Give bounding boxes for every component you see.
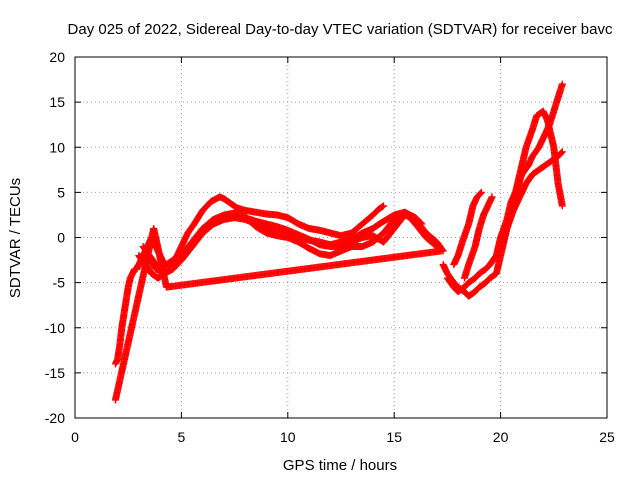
y-axis-label: SDTVAR / TECUs bbox=[7, 178, 24, 298]
data-point bbox=[488, 193, 496, 201]
plot-frame bbox=[74, 56, 608, 419]
series-track-f bbox=[443, 80, 566, 296]
data-point bbox=[432, 242, 440, 250]
y-tick-label: 10 bbox=[49, 139, 65, 155]
data-marks bbox=[111, 80, 566, 404]
y-tick-label: -20 bbox=[45, 410, 65, 426]
data-point bbox=[378, 203, 386, 211]
x-tick-label: 5 bbox=[178, 429, 186, 445]
axes: 0 5 10 15 20 25 -20 -15 -10 -5 0 5 10 15 20 bbox=[45, 49, 615, 445]
y-tick-label: 5 bbox=[57, 184, 65, 200]
data-point bbox=[557, 149, 565, 157]
y-tick-label: -15 bbox=[45, 365, 65, 381]
x-tick-label: 15 bbox=[386, 429, 402, 445]
series-track-g bbox=[450, 188, 485, 269]
data-point bbox=[437, 247, 445, 255]
data-point bbox=[418, 220, 426, 228]
y-tick-label: -10 bbox=[45, 320, 65, 336]
x-tick-label: 0 bbox=[71, 429, 79, 445]
data-point bbox=[558, 202, 566, 210]
y-tick-label: 15 bbox=[49, 94, 65, 110]
x-axis-label: GPS time / hours bbox=[283, 457, 397, 474]
series-track-i bbox=[497, 148, 566, 251]
data-point bbox=[558, 148, 566, 156]
y-tick-label: 20 bbox=[49, 49, 65, 65]
y-tick-label: -5 bbox=[53, 275, 66, 291]
x-tick-label: 10 bbox=[280, 429, 296, 445]
series-track-d bbox=[145, 208, 426, 278]
series-track-h bbox=[460, 193, 496, 282]
data-point bbox=[417, 219, 425, 227]
x-tick-label: 25 bbox=[599, 429, 615, 445]
series-outliers bbox=[111, 224, 445, 404]
data-point bbox=[477, 188, 485, 196]
data-point bbox=[380, 202, 388, 210]
data-point bbox=[477, 189, 485, 197]
chart-title: Day 025 of 2022, Sidereal Day-to-day VTE… bbox=[68, 21, 613, 38]
y-tick-label: 0 bbox=[57, 230, 65, 246]
x-tick-label: 20 bbox=[493, 429, 509, 445]
data-point bbox=[558, 80, 566, 88]
